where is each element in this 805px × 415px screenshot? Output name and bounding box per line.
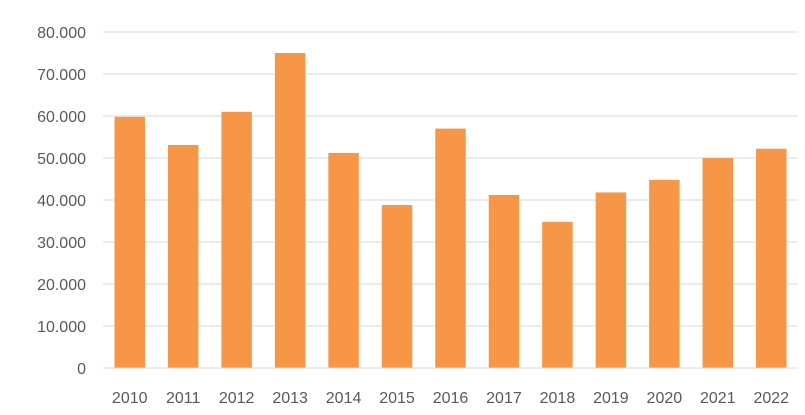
x-axis-tick-labels: 2010 2011 2012 2013 2014 2015 2016 2017 2018 2019… [112, 390, 789, 407]
y-tick-label: 70.000 [37, 67, 86, 84]
bar-2010 [114, 116, 145, 368]
y-tick-label: 30.000 [37, 235, 86, 252]
bar-2011 [167, 144, 199, 368]
x-tick-label: 2019 [593, 390, 629, 407]
x-tick-label: 2022 [753, 390, 789, 407]
bar-2021 [702, 158, 734, 368]
bars [114, 53, 787, 369]
bar-2015 [381, 205, 413, 368]
x-tick-label: 2014 [326, 390, 362, 407]
y-tick-label: 0 [77, 361, 86, 378]
x-tick-label: 2012 [219, 390, 255, 407]
bar-2013 [274, 53, 306, 368]
y-tick-label: 60.000 [37, 109, 86, 126]
x-tick-label: 2021 [700, 390, 736, 407]
y-axis-tick-labels: 0 10.000 20.000 30.000 40.000 50.000 60.000 70.… [37, 25, 86, 378]
x-tick-label: 2010 [112, 390, 148, 407]
bar-2017 [488, 194, 520, 368]
y-tick-label: 80.000 [37, 25, 86, 42]
x-tick-label: 2011 [166, 390, 201, 407]
bar-2014 [328, 152, 359, 368]
y-tick-label: 40.000 [37, 193, 86, 210]
x-tick-label: 2020 [647, 390, 683, 407]
y-tick-label: 20.000 [37, 277, 86, 294]
x-tick-label: 2018 [540, 390, 576, 407]
y-tick-label: 50.000 [37, 151, 86, 168]
bar-2020 [649, 179, 680, 368]
bar-2012 [221, 111, 252, 369]
bar-2019 [595, 192, 627, 368]
bar-2018 [542, 221, 573, 368]
bar-2022 [756, 148, 787, 368]
bar-2016 [435, 128, 466, 368]
x-tick-label: 2013 [272, 390, 308, 407]
x-tick-label: 2017 [486, 390, 522, 407]
x-tick-label: 2016 [433, 390, 469, 407]
y-tick-label: 10.000 [37, 319, 86, 336]
x-tick-label: 2015 [379, 390, 415, 407]
